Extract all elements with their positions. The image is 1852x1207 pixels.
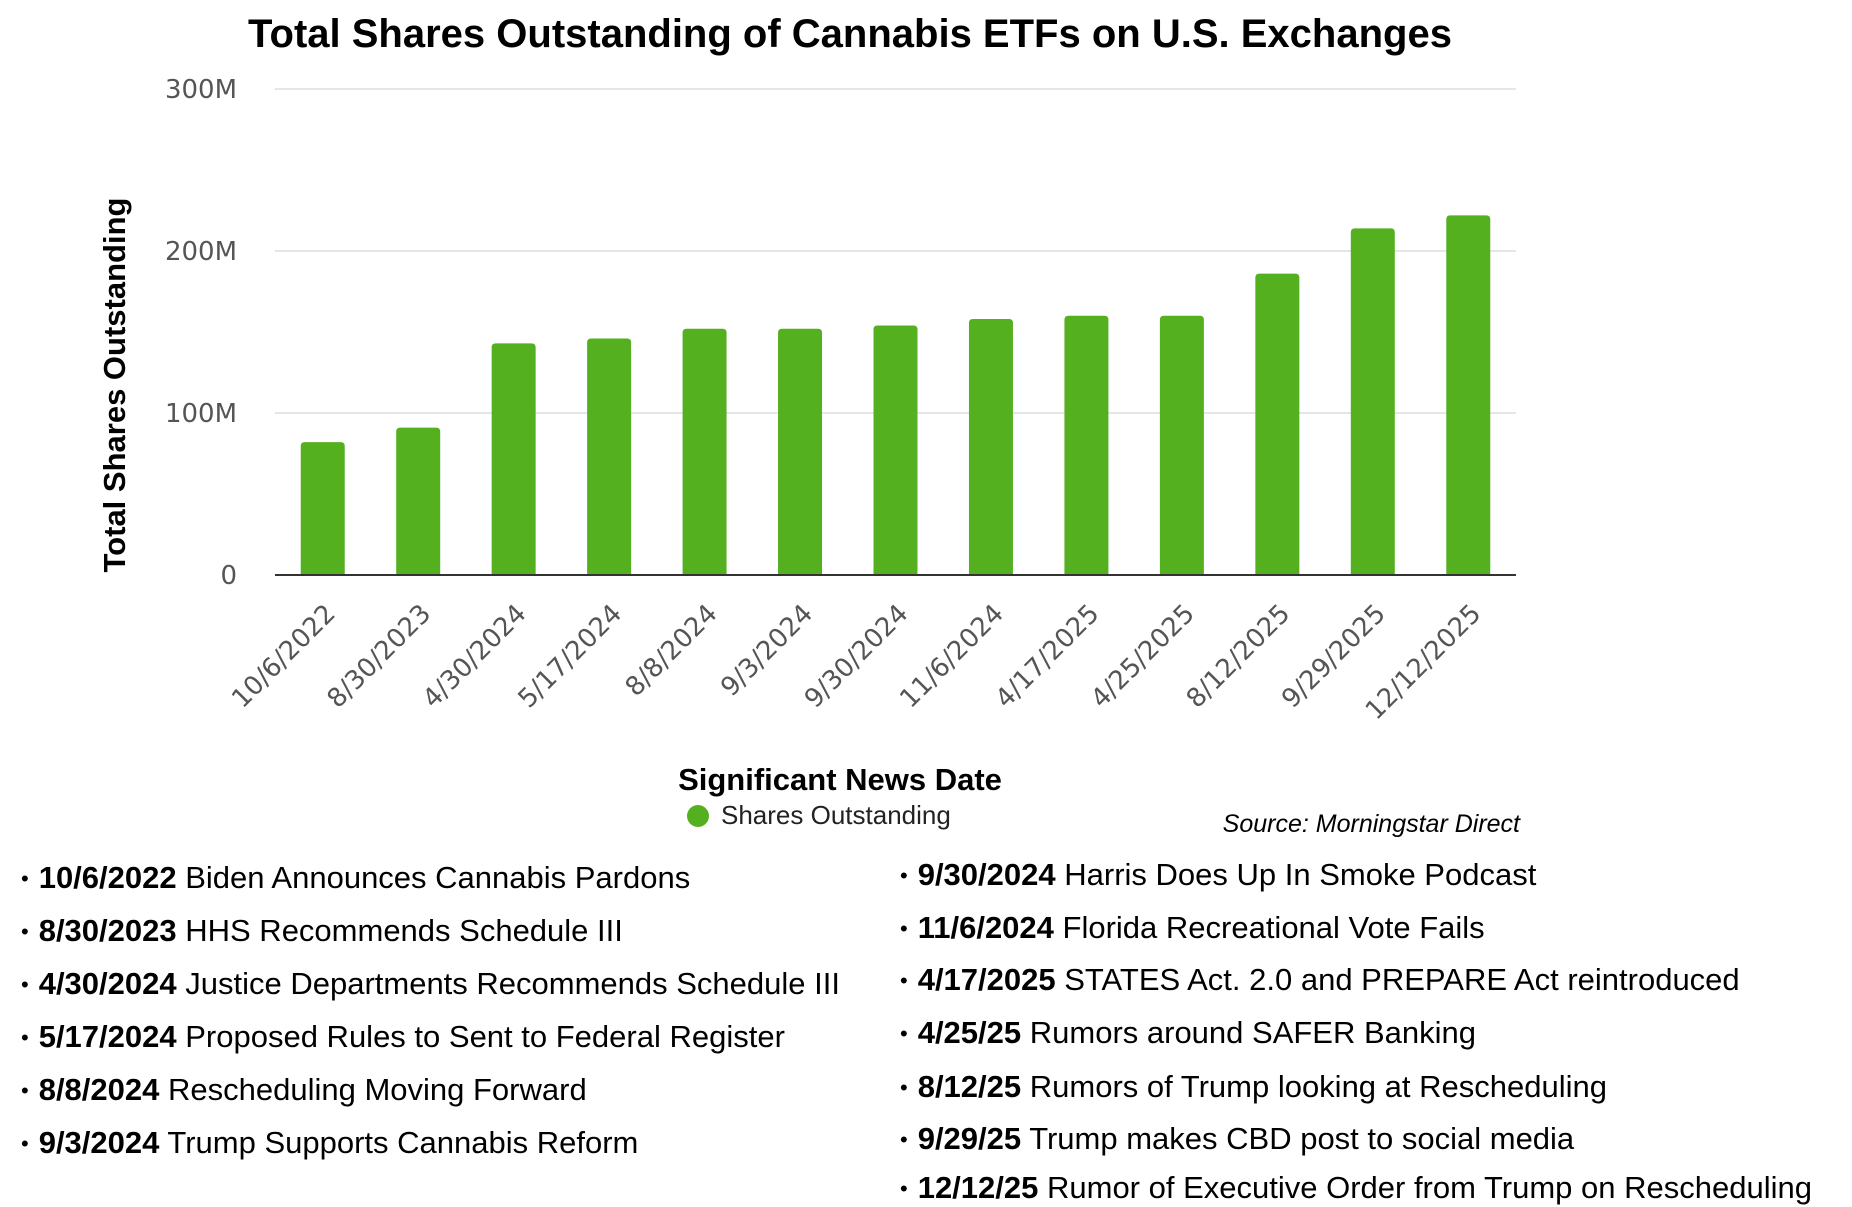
news-date: 4/30/2024 — [38, 966, 177, 1001]
news-text: Rumor of Executive Order from Trump on R… — [1038, 1170, 1812, 1205]
bar — [396, 427, 441, 575]
bar — [1159, 315, 1204, 575]
y-tick-label: 100M — [165, 399, 237, 429]
legend-swatch — [687, 804, 709, 827]
news-date: 8/30/2023 — [38, 913, 177, 948]
news-item: 8/8/2024 Rescheduling Moving Forward — [21, 1072, 587, 1108]
news-text: Harris Does Up In Smoke Podcast — [1055, 857, 1537, 892]
bar — [300, 442, 345, 575]
news-item: 12/12/25 Rumor of Executive Order from T… — [900, 1170, 1812, 1206]
news-text: Biden Announces Cannabis Pardons — [176, 860, 691, 895]
news-text: Rumors of Trump looking at Rescheduling — [1021, 1069, 1607, 1104]
legend-label: Shares Outstanding — [721, 800, 951, 830]
news-item: 4/30/2024 Justice Departments Recommends… — [21, 966, 840, 1002]
news-item: 9/30/2024 Harris Does Up In Smoke Podcas… — [900, 857, 1537, 893]
news-item: 8/12/25 Rumors of Trump looking at Resch… — [900, 1069, 1607, 1105]
news-date: 11/6/2024 — [917, 910, 1054, 945]
y-tick-label: 300M — [165, 75, 237, 105]
y-axis-title: Total Shares Outstanding — [97, 197, 132, 573]
news-item: 5/17/2024 Proposed Rules to Sent to Fede… — [21, 1019, 785, 1055]
news-date: 5/17/2024 — [38, 1019, 177, 1054]
news-text: Justice Departments Recommends Schedule … — [176, 966, 840, 1001]
news-date: 8/8/2024 — [38, 1072, 160, 1107]
news-text: Rescheduling Moving Forward — [159, 1072, 587, 1107]
x-tick-label: 8/8/2024 — [620, 599, 724, 703]
news-item: 11/6/2024 Florida Recreational Vote Fail… — [900, 910, 1485, 946]
news-item: 10/6/2022 Biden Announces Cannabis Pardo… — [21, 860, 691, 896]
bar — [682, 328, 727, 575]
bar — [968, 319, 1013, 575]
legend: Shares Outstanding — [687, 800, 951, 831]
bar — [873, 325, 918, 575]
x-tick-label: 9/3/2024 — [715, 599, 819, 703]
x-axis-title: Significant News Date — [678, 762, 1002, 797]
news-date: 9/3/2024 — [38, 1125, 160, 1160]
bar — [587, 338, 632, 575]
news-date: 12/12/25 — [917, 1170, 1039, 1205]
bar — [1255, 273, 1300, 575]
news-date: 4/25/25 — [917, 1015, 1022, 1050]
news-item: 8/30/2023 HHS Recommends Schedule III — [21, 913, 623, 949]
news-text: Trump makes CBD post to social media — [1021, 1121, 1575, 1156]
news-date: 4/17/2025 — [917, 962, 1056, 997]
y-tick-label: 200M — [165, 237, 237, 267]
news-item: 9/29/25 Trump makes CBD post to social m… — [900, 1121, 1574, 1157]
news-text: STATES Act. 2.0 and PREPARE Act reintrod… — [1055, 962, 1740, 997]
bar — [1350, 228, 1395, 575]
bar-chart: 0100M200M300M10/6/20228/30/20234/30/2024… — [165, 75, 1516, 726]
news-item: 4/25/25 Rumors around SAFER Banking — [900, 1015, 1476, 1051]
news-item: 9/3/2024 Trump Supports Cannabis Reform — [21, 1125, 639, 1161]
news-text: Rumors around SAFER Banking — [1021, 1015, 1477, 1050]
news-text: Trump Supports Cannabis Reform — [159, 1125, 639, 1160]
source-note: Source: Morningstar Direct — [1222, 810, 1520, 838]
y-tick-label: 0 — [220, 561, 237, 591]
news-text: Proposed Rules to Sent to Federal Regist… — [176, 1019, 785, 1054]
bar — [1064, 315, 1109, 575]
news-text: HHS Recommends Schedule III — [176, 913, 623, 948]
news-item: 4/17/2025 STATES Act. 2.0 and PREPARE Ac… — [900, 962, 1740, 998]
news-date: 9/29/25 — [917, 1121, 1022, 1156]
x-tick-label: 5/17/2024 — [513, 599, 628, 714]
chart-title: Total Shares Outstanding of Cannabis ETF… — [248, 12, 1452, 56]
news-text: Florida Recreational Vote Fails — [1053, 910, 1485, 945]
bar — [1446, 215, 1491, 576]
bar — [491, 343, 536, 575]
news-date: 8/12/25 — [917, 1069, 1022, 1104]
bar — [778, 328, 823, 575]
news-date: 10/6/2022 — [38, 860, 177, 895]
news-date: 9/30/2024 — [917, 857, 1056, 892]
